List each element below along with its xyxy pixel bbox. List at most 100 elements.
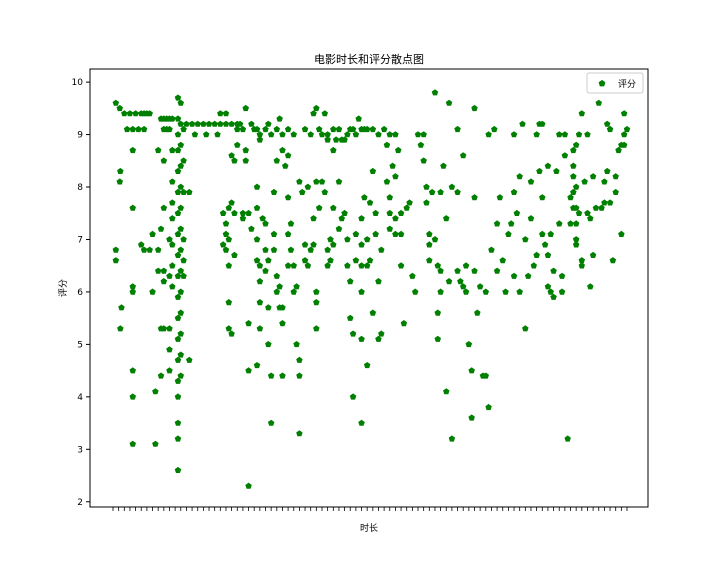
data-point (330, 125, 337, 133)
data-point (228, 152, 235, 159)
data-point (570, 162, 577, 169)
data-point (310, 110, 317, 117)
data-point (186, 188, 193, 195)
data-point (485, 403, 492, 411)
data-point (157, 325, 165, 332)
data-point (383, 178, 391, 185)
data-point (149, 288, 156, 295)
data-point (116, 104, 123, 112)
data-point (222, 220, 230, 227)
data-point (454, 267, 461, 274)
data-point (169, 241, 176, 248)
data-point (138, 241, 145, 248)
data-point (313, 325, 320, 332)
data-point (188, 120, 196, 127)
data-point (180, 157, 187, 164)
data-point (231, 251, 238, 258)
data-point (575, 209, 583, 216)
data-point (372, 230, 379, 237)
data-point (177, 330, 184, 337)
data-point (166, 367, 173, 374)
data-point (369, 125, 377, 133)
data-point (561, 152, 569, 159)
data-point (177, 351, 184, 358)
data-point (219, 241, 227, 248)
data-point (474, 309, 481, 316)
data-point (174, 209, 182, 216)
data-point (318, 131, 326, 138)
data-point (132, 110, 139, 117)
data-point (609, 257, 617, 264)
data-point (253, 125, 261, 133)
data-point (341, 209, 348, 216)
data-point (140, 125, 148, 133)
data-point (618, 230, 625, 237)
data-point (301, 241, 309, 248)
data-point (284, 194, 292, 201)
data-point (572, 204, 580, 211)
plot-frame (89, 68, 649, 508)
data-point (431, 236, 439, 243)
data-point (265, 304, 272, 311)
data-point (152, 440, 159, 447)
data-point (589, 251, 597, 258)
y-tick-label: 3 (77, 445, 83, 455)
data-point (352, 230, 360, 237)
data-point (460, 152, 467, 159)
data-point (225, 299, 232, 306)
data-point (358, 262, 365, 269)
data-point (321, 110, 328, 117)
data-point (284, 152, 292, 159)
data-point (177, 372, 184, 379)
data-point (437, 288, 444, 295)
data-point (169, 262, 176, 269)
data-point (397, 262, 405, 269)
data-point (324, 136, 331, 143)
data-point (160, 267, 168, 274)
data-point (355, 115, 362, 122)
data-point (169, 146, 176, 154)
data-point (146, 246, 153, 253)
data-point (284, 125, 292, 133)
data-point (604, 120, 611, 127)
data-point (174, 314, 182, 321)
data-point (310, 241, 317, 248)
data-point (462, 288, 470, 295)
data-point (324, 246, 331, 253)
data-point (228, 199, 235, 206)
data-point (324, 131, 331, 138)
data-point (330, 146, 337, 154)
data-point (231, 209, 238, 216)
data-point (279, 320, 286, 327)
data-point (174, 377, 182, 384)
data-point (284, 262, 292, 269)
data-point (369, 309, 377, 316)
data-point (468, 367, 475, 374)
data-point (462, 262, 470, 269)
data-point (352, 257, 360, 264)
data-point (318, 178, 326, 185)
data-point (287, 220, 295, 227)
data-point (465, 341, 473, 348)
data-point (248, 225, 255, 232)
data-point (313, 104, 320, 112)
data-point (516, 288, 523, 295)
data-point (378, 246, 385, 253)
data-point (556, 131, 563, 138)
data-point (541, 241, 549, 248)
data-point (177, 309, 184, 316)
data-point (157, 372, 165, 379)
data-point (245, 482, 252, 489)
data-point (174, 131, 182, 138)
data-point (123, 125, 131, 133)
data-point (287, 246, 295, 253)
data-point (152, 388, 159, 395)
data-point (262, 220, 269, 227)
data-point (375, 131, 382, 138)
y-tick-label: 8 (77, 183, 83, 193)
data-point (225, 236, 232, 243)
data-point (174, 419, 182, 426)
data-point (174, 293, 182, 300)
y-tick-label: 9 (77, 131, 83, 141)
data-point (434, 309, 441, 316)
